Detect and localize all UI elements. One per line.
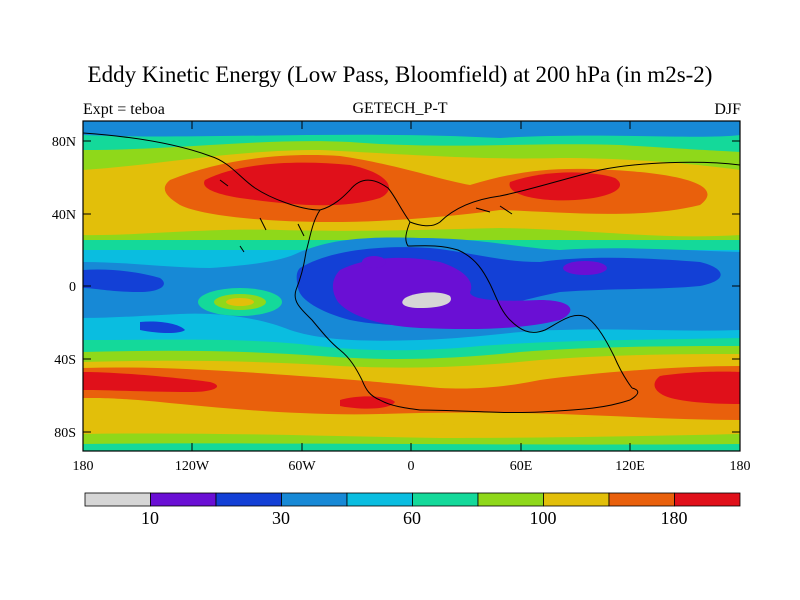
x-label: 180 [730, 459, 751, 474]
max-red-south-atlantic [340, 396, 395, 409]
coast-americas [294, 209, 421, 411]
season-label: DJF [714, 101, 741, 118]
max-red-asia [509, 172, 621, 201]
min-gray-africa [402, 292, 451, 308]
max-red-asia-core [595, 179, 615, 189]
colorbar-label: 100 [530, 508, 557, 528]
colorbar [84, 492, 741, 507]
max-red-south-west [83, 372, 218, 392]
field-contours [83, 121, 740, 451]
band-violet-africa [332, 257, 571, 330]
colorbar-swatch [543, 492, 610, 507]
y-label: 40S [54, 353, 76, 368]
colorbar-swatch [412, 492, 479, 507]
colorbar-swatch [281, 492, 348, 507]
colorbar-label: 60 [403, 508, 421, 528]
colorbar-labels: 10 30 60 100 180 [141, 508, 688, 528]
colorbar-swatch [150, 492, 217, 507]
band-orange-south [83, 366, 740, 420]
y-label: 40N [52, 208, 76, 223]
yellow-blob-west [226, 298, 254, 306]
x-label: 180 [73, 459, 94, 474]
coast-south [419, 387, 639, 414]
coast-africa-asia [405, 221, 633, 389]
colorbar-label: 30 [272, 508, 290, 528]
ticks [83, 121, 740, 451]
coast-islands [219, 179, 513, 253]
y-axis-labels: 80N 40N 0 40S 80S [52, 135, 76, 441]
y-label: 0 [69, 280, 76, 295]
x-axis-labels: 180 120W 60W 0 60E 120E 180 [73, 459, 751, 474]
x-label: 120W [175, 459, 210, 474]
violet-patch-east [563, 261, 607, 275]
colorbar-swatch [346, 492, 413, 507]
colorbar-swatch [477, 492, 544, 507]
x-label: 120E [615, 459, 645, 474]
y-label: 80N [52, 135, 76, 150]
colorbar-swatch [674, 492, 741, 507]
dataset-label: GETECH_P-T [352, 100, 448, 117]
coast-north [83, 132, 740, 227]
blue-patch-west [83, 269, 164, 292]
colorbar-swatch [84, 492, 151, 507]
colorbar-swatch [215, 492, 282, 507]
x-label: 60E [510, 459, 533, 474]
colorbar-swatch [608, 492, 675, 507]
y-label: 80S [54, 426, 76, 441]
blue-patch-pacific [140, 321, 185, 333]
coastlines [83, 132, 740, 414]
colorbar-label: 180 [661, 508, 688, 528]
map-title: Eddy Kinetic Energy (Low Pass, Bloomfiel… [87, 62, 713, 87]
colorbar-label: 10 [141, 508, 159, 528]
experiment-label: Expt = teboa [83, 101, 165, 118]
x-label: 0 [408, 459, 415, 474]
max-red-south-east [654, 371, 740, 404]
x-label: 60W [288, 459, 316, 474]
max-red-north-america [204, 162, 389, 206]
violet-patch-north [362, 256, 386, 268]
